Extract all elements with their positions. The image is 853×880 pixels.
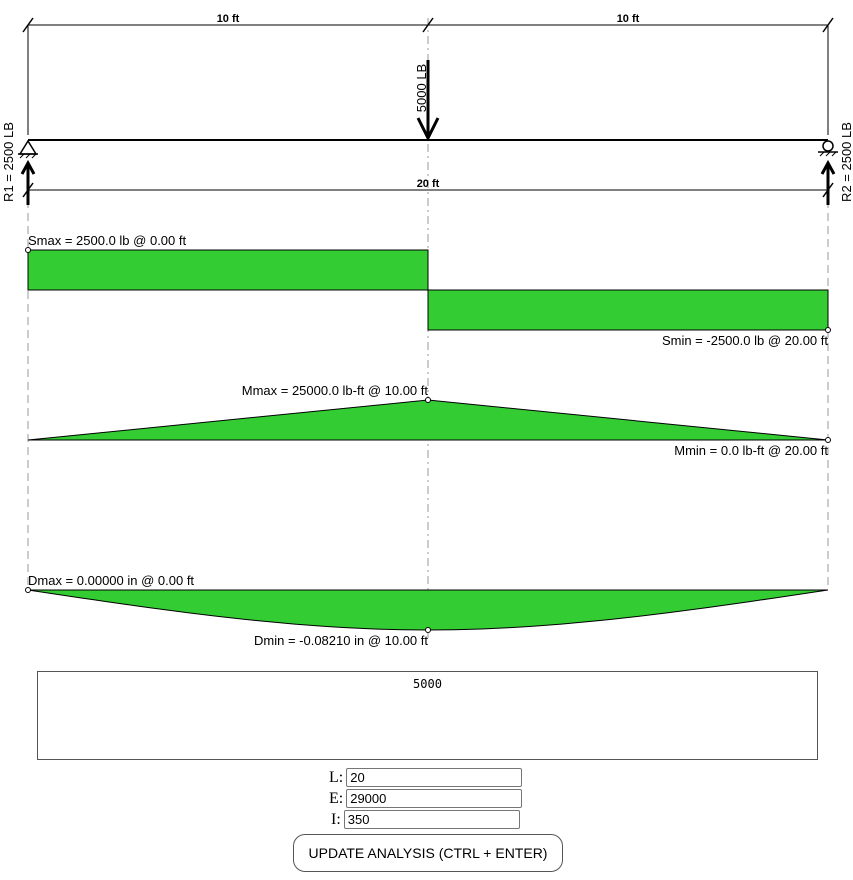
segment-dimension-label-2: 10 ft <box>617 13 640 25</box>
reaction-arrow-left <box>20 159 36 205</box>
shear-diagram: Smax = 2500.0 lb @ 0.00 ft Smin = -2500.… <box>25 233 831 348</box>
deflection-min-label: Dmin = -0.08210 in @ 10.00 ft <box>254 633 428 648</box>
roller-support <box>818 140 838 157</box>
update-analysis-button[interactable]: UPDATE ANALYSIS (CTRL + ENTER) <box>293 834 563 872</box>
beam-analysis-diagram: 10 ft 10 ft 5000 LB R1 = 2500 LB R2 = 25… <box>1 13 853 648</box>
deflection-area <box>27 589 829 631</box>
modulus-label: E: <box>329 789 344 807</box>
moment-max-marker <box>425 397 431 403</box>
length-label: L: <box>329 768 344 786</box>
segment-dimension-label-1: 10 ft <box>217 13 240 25</box>
inertia-field-row: I: <box>331 809 520 830</box>
shear-max-label: Smax = 2500.0 lb @ 0.00 ft <box>28 233 186 248</box>
shear-min-marker <box>825 327 831 333</box>
moment-area <box>27 399 829 441</box>
inertia-input[interactable] <box>343 810 520 829</box>
length-input[interactable] <box>346 768 523 787</box>
total-dimension-label: 20 ft <box>417 178 440 190</box>
modulus-input[interactable] <box>346 789 523 808</box>
reaction-arrow-right <box>820 159 836 205</box>
length-field-row: L: <box>329 767 523 788</box>
total-dimension: 20 ft <box>22 178 834 198</box>
inertia-label: I: <box>331 810 341 828</box>
point-load: 5000 LB <box>414 60 440 142</box>
deflection-max-marker <box>25 587 31 593</box>
deflection-max-label: Dmax = 0.00000 in @ 0.00 ft <box>28 573 194 588</box>
point-load-arrowhead <box>416 117 440 142</box>
load-editor[interactable]: 5000 <box>37 671 818 760</box>
pin-support <box>18 139 38 159</box>
shear-min-label: Smin = -2500.0 lb @ 20.00 ft <box>662 333 828 348</box>
shear-max-marker <box>25 247 31 253</box>
deflection-min-marker <box>425 627 431 633</box>
modulus-field-row: E: <box>329 788 523 809</box>
reaction-label-left: R1 = 2500 LB <box>1 122 16 202</box>
point-load-label: 5000 LB <box>414 64 429 112</box>
moment-max-label: Mmax = 25000.0 lb-ft @ 10.00 ft <box>242 383 429 398</box>
moment-diagram: Mmax = 25000.0 lb-ft @ 10.00 ft Mmin = 0… <box>27 383 831 458</box>
reaction-label-right: R2 = 2500 LB <box>839 122 853 202</box>
moment-min-marker <box>825 437 831 443</box>
deflection-diagram: Dmax = 0.00000 in @ 0.00 ft Dmin = -0.08… <box>25 573 829 648</box>
segment-dimension: 10 ft 10 ft <box>22 13 834 135</box>
moment-min-label: Mmin = 0.0 lb-ft @ 20.00 ft <box>674 443 828 458</box>
